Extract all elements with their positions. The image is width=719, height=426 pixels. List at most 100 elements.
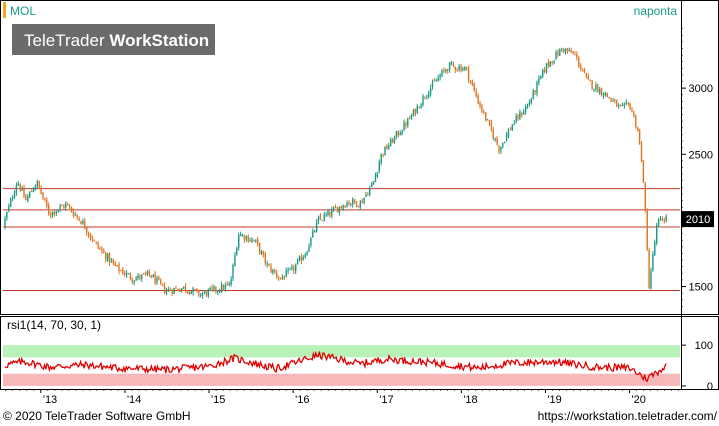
- candle-body: [59, 206, 61, 209]
- candle-body: [323, 214, 325, 221]
- candle-body: [86, 227, 88, 233]
- candle-body: [29, 192, 31, 197]
- timeframe-label: naponta: [634, 4, 678, 18]
- candle-body: [574, 54, 576, 56]
- candle-body: [243, 235, 246, 240]
- candle-body: [466, 66, 468, 69]
- candle-body: [433, 80, 436, 82]
- candle-body: [171, 289, 173, 294]
- candle-body: [528, 102, 531, 105]
- candle-body: [585, 73, 588, 77]
- candle-body: [372, 181, 375, 185]
- candle-body: [650, 271, 652, 289]
- candle-body: [635, 115, 637, 127]
- candle-body: [663, 220, 665, 222]
- candle-body: [570, 50, 572, 54]
- candle-body: [179, 291, 181, 293]
- candle-body: [67, 204, 69, 206]
- candle-body: [534, 90, 536, 93]
- candle-body: [551, 62, 553, 64]
- candle-body: [106, 254, 109, 261]
- candle-body: [637, 127, 639, 131]
- candle-body: [222, 284, 225, 290]
- candle-body: [89, 234, 92, 238]
- candle-body: [4, 218, 6, 227]
- candle-body: [281, 277, 284, 279]
- candle-body: [612, 100, 614, 102]
- candle-body: [355, 201, 358, 207]
- candle-body: [120, 270, 122, 272]
- candle-body: [188, 292, 190, 294]
- candle-body: [363, 197, 365, 203]
- candle-body: [331, 209, 333, 216]
- candle-body: [469, 80, 472, 82]
- candle-body: [236, 247, 238, 256]
- candle-body: [310, 237, 312, 246]
- candle-body: [198, 290, 200, 296]
- candle-body: [578, 57, 580, 66]
- candle-body: [78, 218, 80, 221]
- candle-body: [621, 104, 624, 106]
- candle-body: [595, 84, 597, 90]
- footer-url[interactable]: https://workstation.teletrader.com/: [537, 409, 717, 423]
- candle-body: [580, 65, 582, 69]
- candle-body: [407, 118, 409, 126]
- candle-body: [25, 196, 27, 200]
- candle-body: [118, 264, 120, 272]
- candle-body: [211, 287, 213, 289]
- watermark: TeleTrader WorkStation: [24, 31, 209, 50]
- candle-body: [486, 119, 489, 121]
- candle-body: [399, 133, 401, 135]
- candle-body: [488, 119, 491, 124]
- candle-body: [532, 90, 534, 99]
- candle-body: [614, 99, 616, 101]
- chart-svg: 1500 2500 3000 2010 0 100 '13 '14 '15 '16 '17 '18 '1…: [0, 0, 719, 407]
- candle-body: [226, 283, 228, 285]
- candle-body: [597, 84, 599, 93]
- candle-body: [374, 175, 377, 182]
- candle-body: [395, 131, 398, 137]
- candle-body: [19, 184, 21, 191]
- candle-body: [194, 289, 196, 291]
- price-panel[interactable]: [0, 0, 719, 315]
- candle-body: [181, 288, 183, 291]
- rsi-panel[interactable]: [0, 316, 719, 390]
- current-price-badge: [682, 211, 714, 228]
- candle-body: [492, 130, 494, 139]
- candle-body: [568, 49, 570, 52]
- chart-background: [0, 0, 719, 407]
- candle-body: [604, 93, 607, 96]
- candle-body: [108, 253, 111, 263]
- candle-body: [490, 122, 493, 131]
- candle-body: [559, 49, 561, 56]
- candle-body: [203, 291, 206, 293]
- candle-body: [186, 290, 189, 292]
- candle-body: [410, 115, 413, 119]
- candle-body: [530, 99, 532, 104]
- candle-body: [346, 202, 348, 207]
- candle-body: [619, 105, 622, 107]
- candle-body: [84, 220, 86, 229]
- candle-body: [462, 68, 464, 70]
- candle-body: [443, 70, 445, 72]
- candle-body: [32, 189, 35, 193]
- candle-body: [276, 273, 278, 277]
- candle-body: [606, 92, 608, 97]
- rsi-overbought-band: [3, 345, 680, 358]
- candle-body: [523, 111, 525, 115]
- candle-body: [283, 276, 285, 279]
- candle-body: [654, 241, 656, 256]
- candle-body: [386, 145, 388, 150]
- candle-body: [264, 253, 266, 264]
- candle-body: [507, 130, 510, 136]
- candle-body: [209, 287, 211, 290]
- candle-body: [156, 278, 158, 283]
- candle-body: [207, 289, 209, 296]
- candle-body: [412, 109, 415, 116]
- candle-body: [167, 289, 170, 291]
- candle-body: [57, 209, 59, 212]
- candle-body: [165, 290, 168, 294]
- overlay: MOL naponta TeleTrader WorkStation rsi1(…: [3, 2, 677, 332]
- candle-body: [238, 234, 240, 248]
